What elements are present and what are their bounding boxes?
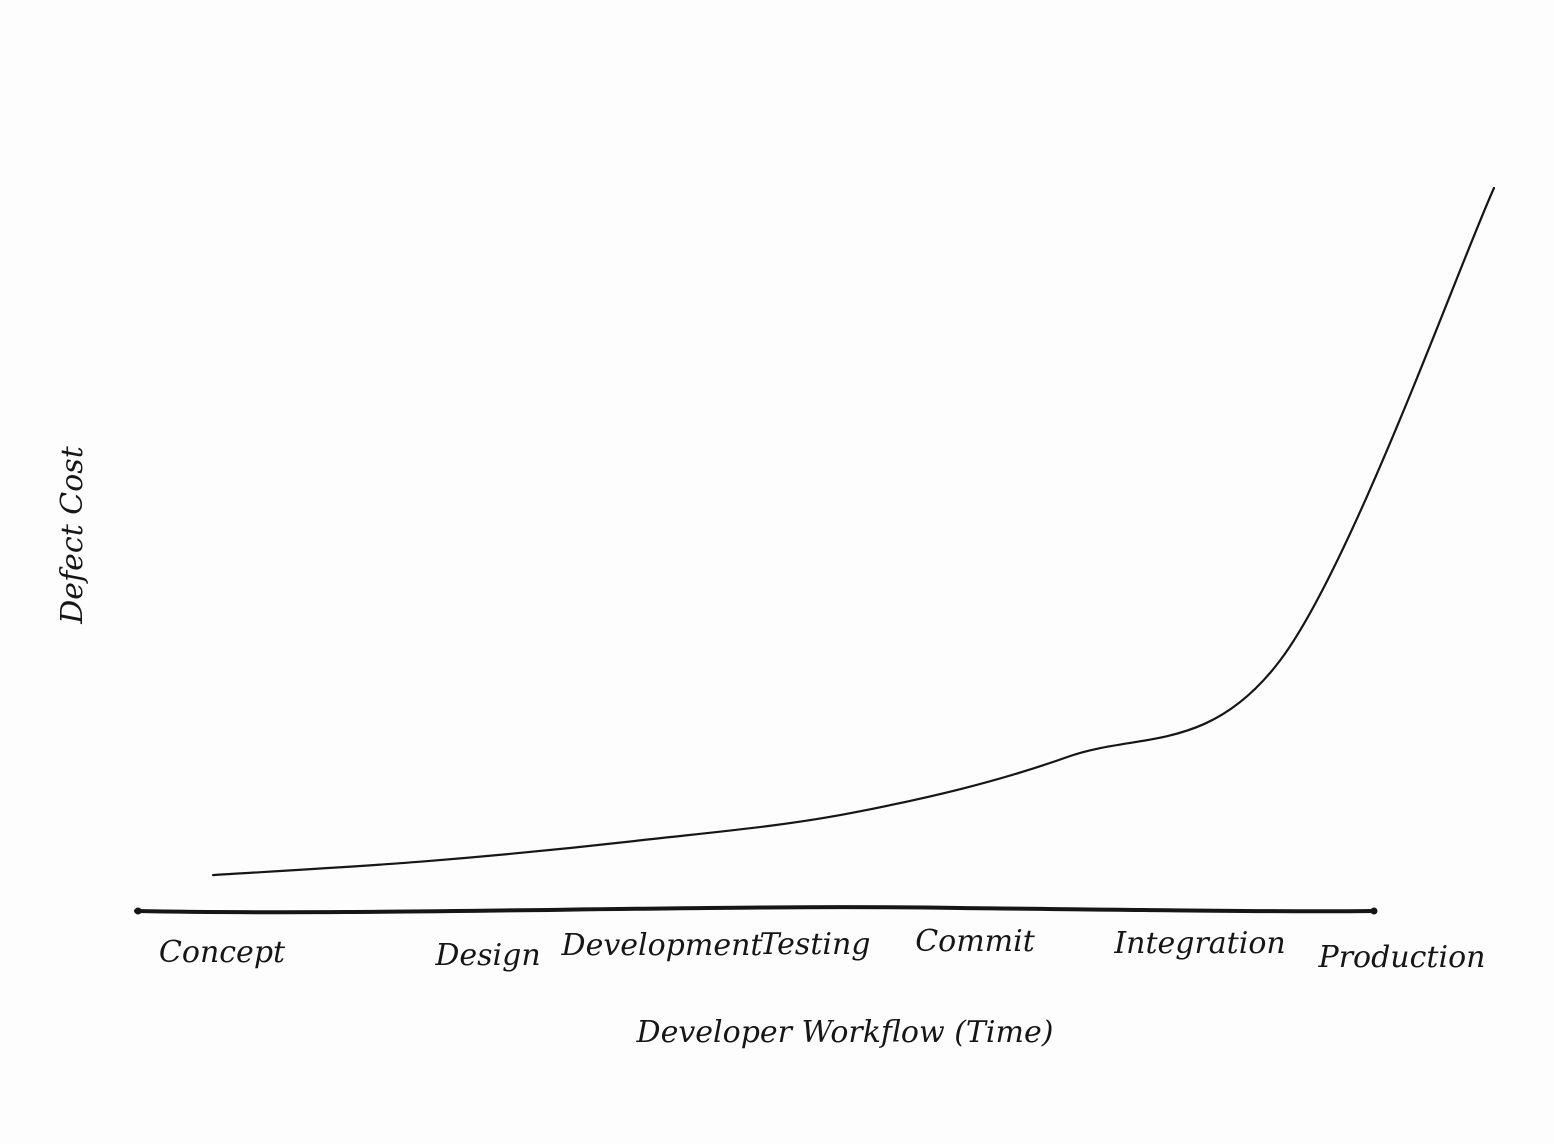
x-axis-title: Developer Workflow (Time) [636, 1015, 1054, 1050]
x-axis-end-dot [1370, 907, 1378, 915]
x-axis-start-dot [134, 907, 142, 915]
x-axis-line [134, 905, 1377, 915]
x-tick-label-production: Production [1318, 940, 1486, 975]
series-line-defect-cost [211, 186, 1496, 877]
x-tick-label-commit: Commit [915, 924, 1036, 959]
x-tick-label-design: Design [434, 938, 540, 973]
y-axis-title: Defect Cost [55, 445, 90, 624]
x-tick-label-development: Development [561, 928, 764, 963]
x-tick-label-concept: Concept [159, 935, 286, 970]
x-tick-label-testing: Testing [759, 927, 870, 962]
x-tick-label-integration: Integration [1113, 926, 1285, 961]
